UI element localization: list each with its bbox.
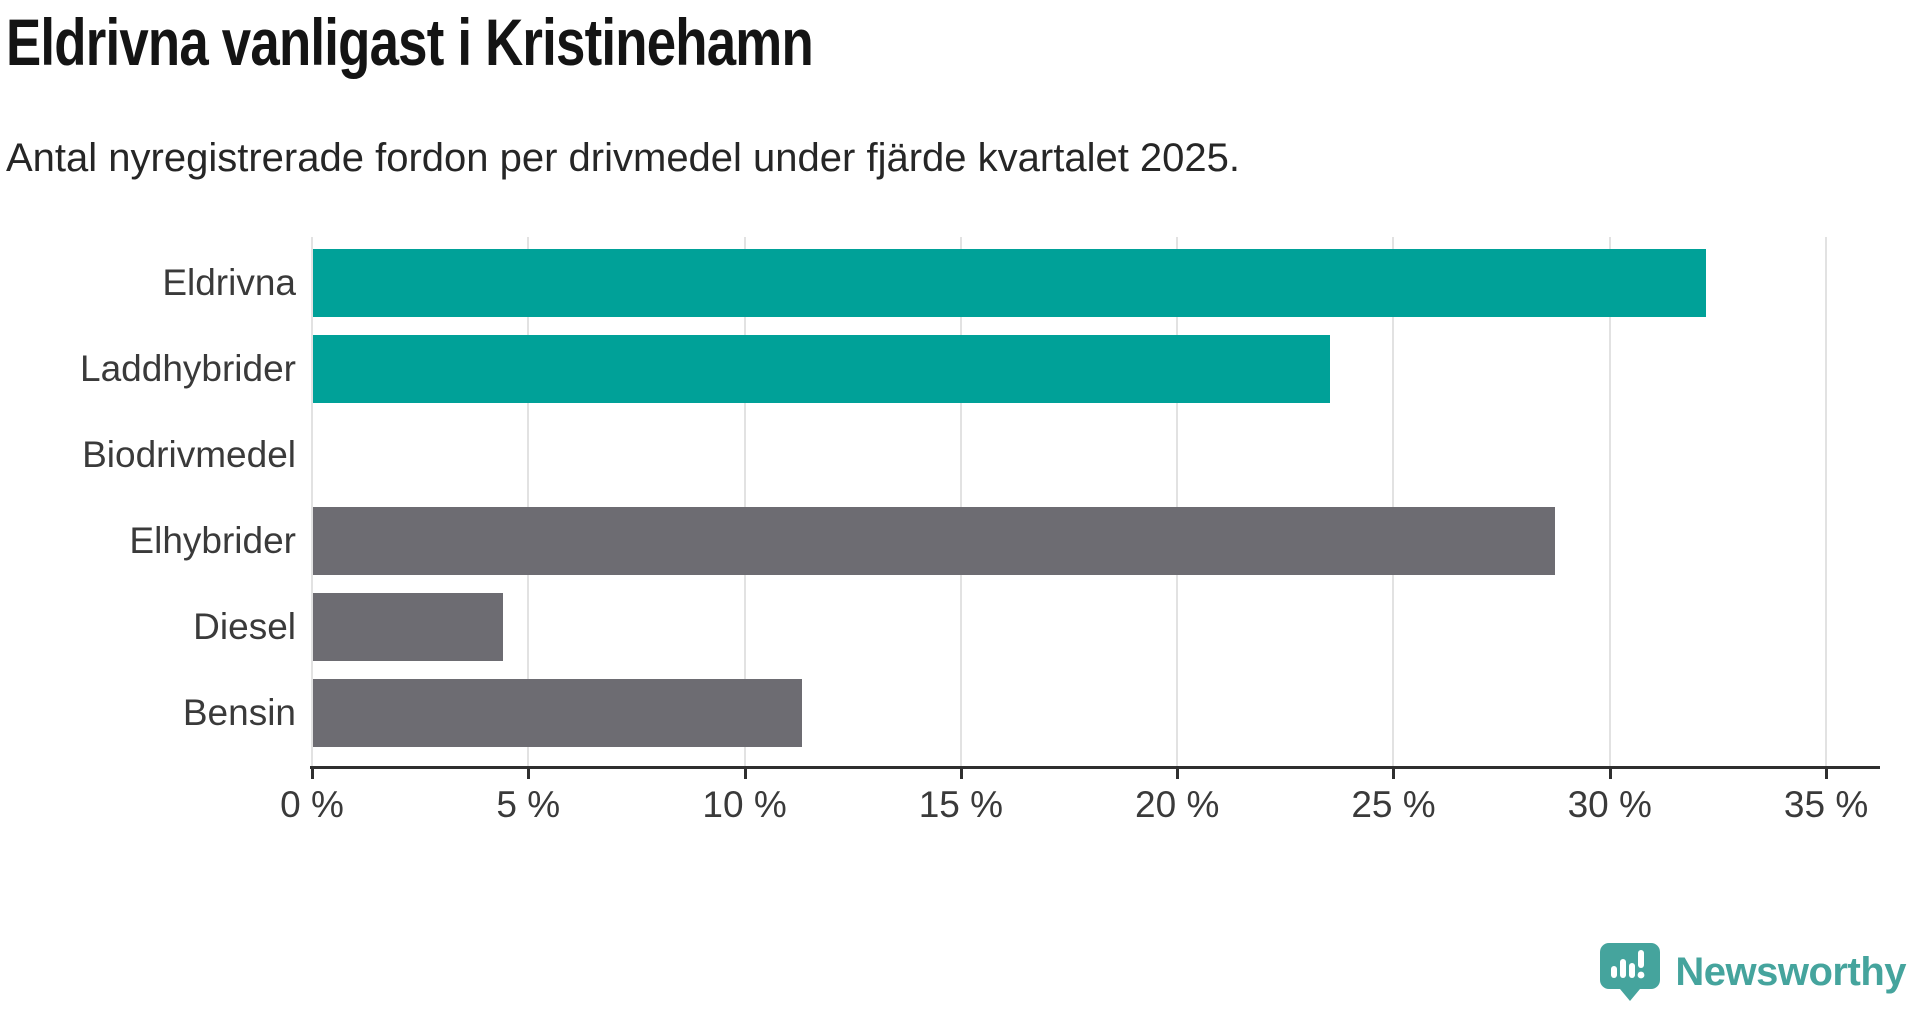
axis-tick-label-30: 30 % — [1567, 784, 1652, 825]
gridline-0 — [311, 237, 313, 766]
bar-elhybrider — [313, 507, 1555, 575]
axis-tick-0 — [311, 766, 314, 779]
gridline-5 — [527, 237, 530, 766]
newsworthy-logo-icon — [1600, 943, 1661, 1001]
axis-tick-10 — [743, 766, 747, 779]
bar-bensin — [313, 679, 802, 747]
newsworthy-logo-text: Newsworthy — [1675, 949, 1906, 994]
category-label-bensin: Bensin — [182, 692, 296, 733]
category-label-eldrivna: Eldrivna — [162, 262, 296, 303]
gridline-15 — [959, 237, 962, 766]
gridline-30 — [1608, 237, 1611, 766]
axis-tick-label-5: 5 % — [496, 784, 561, 825]
axis-tick-35 — [1825, 766, 1829, 779]
chart-title: Eldrivna vanligast i Kristinehamn — [6, 5, 814, 79]
category-label-laddhybrider: Laddhybrider — [80, 348, 296, 389]
axis-tick-label-15: 15 % — [918, 784, 1004, 825]
gridline-20 — [1176, 237, 1179, 766]
bar-laddhybrider — [313, 335, 1330, 403]
gridline-35 — [1825, 237, 1828, 766]
category-label-diesel: Diesel — [193, 606, 296, 647]
gridline-25 — [1392, 237, 1395, 766]
axis-tick-5 — [527, 766, 531, 779]
gridline-10 — [743, 237, 746, 766]
bar-eldrivna — [313, 249, 1706, 317]
axis-tick-label-20: 20 % — [1135, 784, 1220, 825]
axis-tick-label-10: 10 % — [702, 784, 787, 825]
chart-subtitle: Antal nyregistrerade fordon per drivmede… — [6, 136, 1241, 180]
axis-tick-20 — [1176, 766, 1180, 779]
category-label-biodrivmedel: Biodrivmedel — [82, 434, 296, 475]
x-axis-line — [310, 766, 1880, 769]
plot-area — [311, 237, 1878, 766]
newsworthy-logo: Newsworthy — [1599, 942, 1906, 1002]
axis-tick-label-0: 0 % — [280, 784, 344, 825]
axis-tick-label-25: 25 % — [1351, 784, 1436, 825]
bar-diesel — [313, 593, 504, 661]
axis-tick-25 — [1392, 766, 1396, 779]
category-label-elhybrider: Elhybrider — [129, 520, 296, 561]
axis-tick-15 — [959, 766, 963, 779]
axis-tick-label-35: 35 % — [1783, 784, 1869, 825]
axis-tick-30 — [1608, 766, 1612, 779]
